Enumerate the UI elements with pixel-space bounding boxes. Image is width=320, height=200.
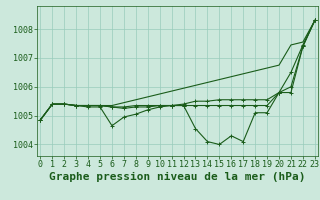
X-axis label: Graphe pression niveau de la mer (hPa): Graphe pression niveau de la mer (hPa) [49,172,306,182]
